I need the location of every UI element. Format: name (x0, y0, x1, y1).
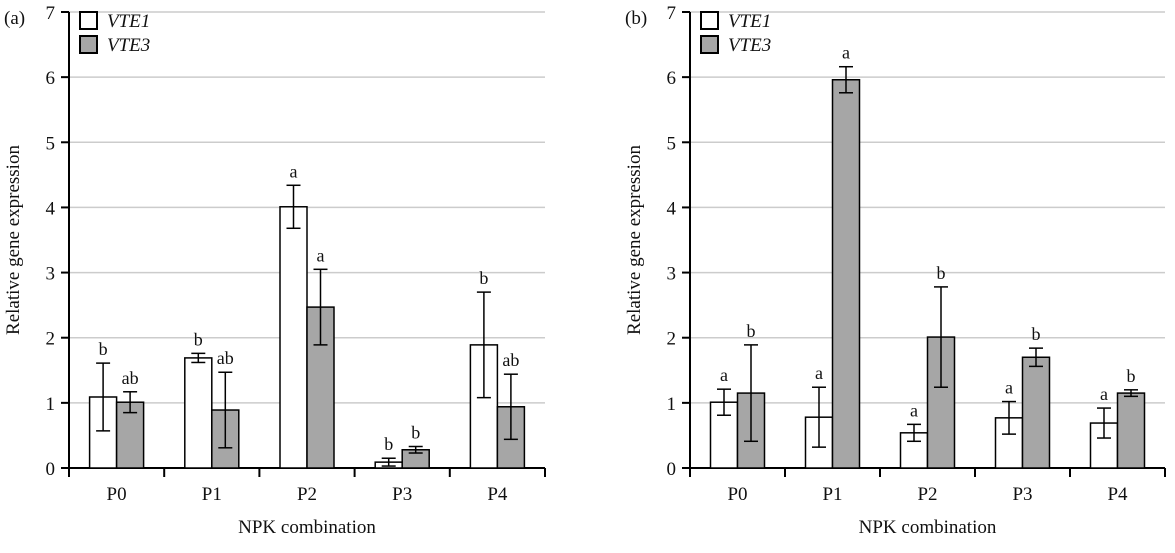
x-tick-label: P4 (1107, 484, 1128, 505)
significance-letter: b (1032, 324, 1041, 344)
y-tick-label: 6 (667, 68, 677, 89)
significance-letter: a (1005, 378, 1013, 398)
x-tick-label: P1 (202, 484, 222, 505)
x-tick-label: P0 (107, 484, 127, 505)
x-tick-label: P3 (1012, 484, 1032, 505)
panel-label: (b) (625, 8, 647, 29)
significance-letter: a (815, 363, 823, 383)
significance-letter: a (720, 365, 728, 385)
x-tick-label: P4 (487, 484, 508, 505)
legend-swatch (79, 35, 98, 54)
panel-label: (a) (4, 8, 25, 29)
significance-letter: a (842, 43, 850, 63)
bar-vte1-p4 (1089, 422, 1119, 469)
significance-letter: ab (122, 368, 139, 388)
legend-label: VTE1 (107, 11, 150, 32)
bar-vte1-p0 (709, 401, 739, 469)
y-tick-label: 4 (46, 198, 56, 219)
x-axis-label: NPK combination (238, 517, 376, 538)
significance-letter: b (937, 263, 946, 283)
significance-letter: b (194, 329, 203, 349)
x-tick-label: P2 (917, 484, 937, 505)
bar-vte3-p4 (1116, 392, 1146, 469)
x-tick-label: P2 (297, 484, 317, 505)
bar-vte1-p1 (184, 357, 213, 469)
legend-swatch (700, 11, 719, 30)
y-tick-label: 6 (46, 68, 56, 89)
y-tick-label: 3 (46, 264, 56, 285)
legend-label: VTE3 (728, 35, 771, 56)
significance-letter: b (1127, 366, 1136, 386)
legend-label: VTE3 (107, 35, 150, 56)
significance-letter: b (411, 423, 420, 443)
significance-letter: b (747, 321, 756, 341)
legend-label: VTE1 (728, 11, 771, 32)
x-tick-label: P3 (392, 484, 412, 505)
significance-letter: a (1100, 384, 1108, 404)
significance-letter: ab (217, 348, 234, 368)
significance-letter: a (317, 245, 325, 265)
x-axis-label: NPK combination (859, 517, 997, 538)
y-tick-label: 1 (46, 394, 56, 415)
y-tick-label: 5 (46, 133, 56, 154)
y-tick-label: 0 (667, 459, 677, 480)
significance-letter: ab (502, 350, 519, 370)
significance-letter: b (99, 339, 108, 359)
bar-vte3-p1 (831, 78, 861, 469)
bar-vte1-p3 (994, 417, 1024, 469)
y-tick-label: 4 (667, 198, 677, 219)
y-tick-label: 3 (667, 264, 677, 285)
y-tick-label: 7 (46, 3, 56, 24)
y-tick-label: 2 (46, 329, 56, 350)
y-tick-label: 7 (667, 3, 677, 24)
y-axis-label: Relative gene expression (624, 145, 645, 335)
legend-swatch (700, 35, 719, 54)
significance-letter: a (910, 400, 918, 420)
significance-letter: b (479, 268, 488, 288)
y-tick-label: 1 (667, 394, 677, 415)
bar-vte3-p3 (1021, 356, 1051, 469)
y-axis-label: Relative gene expression (3, 145, 24, 335)
y-tick-label: 0 (46, 459, 56, 480)
bar-vte1-p2 (279, 206, 308, 469)
x-tick-label: P1 (822, 484, 842, 505)
significance-letter: b (384, 434, 393, 454)
y-tick-label: 5 (667, 133, 677, 154)
significance-letter: a (290, 161, 298, 181)
y-tick-label: 2 (667, 329, 677, 350)
legend-swatch (79, 11, 98, 30)
x-tick-label: P0 (727, 484, 747, 505)
